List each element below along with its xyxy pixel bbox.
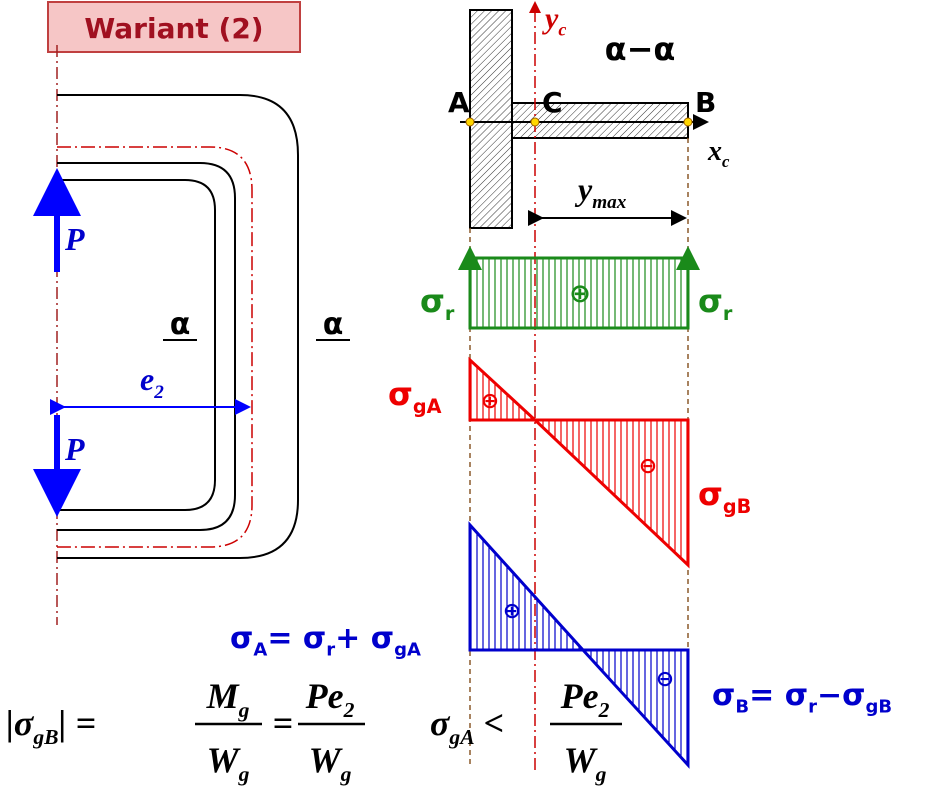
section-title: α−α bbox=[605, 30, 676, 68]
text-part: W bbox=[207, 740, 242, 780]
point-label: C bbox=[542, 86, 563, 119]
formulas: |σgB​| = Mg​ Wg​ = Pe2​ Wg​ σgA​ < Pe2​ … bbox=[6, 676, 622, 786]
title: Wariant (2) bbox=[84, 12, 263, 45]
text-part: | = bbox=[59, 703, 96, 743]
point-label: A bbox=[448, 86, 470, 119]
subscript: g bbox=[340, 762, 352, 786]
subscript: gB bbox=[723, 495, 751, 518]
section-mark: α bbox=[170, 307, 191, 342]
subscript: gA bbox=[413, 395, 442, 418]
text-part: Pe bbox=[305, 676, 344, 716]
eccentricity-label: e2​ bbox=[140, 361, 164, 403]
bending-triangle bbox=[470, 360, 535, 420]
formula-operator: = bbox=[273, 703, 294, 743]
text-part: e bbox=[140, 361, 154, 397]
text-part: |σ bbox=[6, 703, 35, 743]
sign: ⊖ bbox=[656, 667, 674, 692]
frame-drawing bbox=[57, 45, 350, 625]
text-part: σ bbox=[712, 678, 735, 713]
subscript: 2 bbox=[343, 698, 355, 722]
text-part: −σ bbox=[817, 678, 866, 713]
text-part: W bbox=[309, 740, 344, 780]
text-part: σ bbox=[430, 703, 451, 743]
text-part: W bbox=[564, 740, 599, 780]
force-label: P bbox=[64, 221, 85, 257]
numerator: Pe2​ bbox=[560, 676, 610, 722]
subscript: r bbox=[723, 302, 733, 325]
stress-label: σr​ bbox=[698, 282, 733, 325]
title-box: Wariant (2) bbox=[48, 2, 300, 52]
point bbox=[531, 118, 539, 126]
stress-label: σgB​ bbox=[698, 475, 751, 518]
subscript: 2 bbox=[153, 382, 164, 403]
subscript: r bbox=[326, 640, 335, 661]
dimension-label: ymax​ bbox=[574, 171, 627, 213]
point-label: B bbox=[695, 86, 716, 119]
text-part: < bbox=[475, 703, 505, 743]
text-part: σ bbox=[698, 282, 723, 320]
denominator: Wg​ bbox=[207, 740, 250, 786]
text-part: y bbox=[542, 2, 559, 35]
text-part: σ bbox=[698, 475, 723, 513]
denominator: Wg​ bbox=[309, 740, 352, 786]
text-part: σ bbox=[420, 282, 445, 320]
subscript: gA bbox=[448, 725, 474, 749]
combined-triangle bbox=[470, 525, 583, 650]
formula-lhs: |σgB​| = bbox=[6, 703, 96, 749]
stress-label: σr​ bbox=[420, 282, 455, 325]
inner-edge bbox=[57, 163, 235, 530]
force-label: P bbox=[64, 431, 85, 467]
denominator: Wg​ bbox=[564, 740, 607, 786]
sign: ⊕ bbox=[569, 279, 591, 309]
flange bbox=[470, 10, 512, 228]
section-mark: α bbox=[323, 307, 344, 342]
point bbox=[466, 118, 474, 126]
diagram: Wariant (2) P P α α e2​ α−α yc​ xc​ A C … bbox=[0, 0, 929, 805]
subscript: g bbox=[238, 762, 250, 786]
subscript: gB bbox=[32, 725, 58, 749]
bending-triangle bbox=[535, 420, 688, 565]
text-part: Pe bbox=[560, 676, 599, 716]
text-part: y bbox=[574, 171, 593, 207]
subscript: r bbox=[808, 697, 817, 718]
subscript: g bbox=[595, 762, 607, 786]
subscript: r bbox=[445, 302, 455, 325]
sign: ⊕ bbox=[503, 599, 521, 624]
subscript: c bbox=[558, 20, 566, 40]
subscript: A bbox=[253, 640, 267, 661]
subscript: B bbox=[735, 697, 749, 718]
subscript: gA bbox=[394, 640, 421, 661]
text-part: = σ bbox=[749, 678, 808, 713]
text-part: x bbox=[707, 136, 722, 167]
subscript: 2 bbox=[598, 698, 610, 722]
point bbox=[684, 118, 692, 126]
subscript: gB bbox=[865, 697, 892, 718]
formula-lhs: σgA​ < bbox=[430, 703, 504, 749]
subscript: max bbox=[592, 192, 627, 213]
stress-label: σA​= σr​+ σgA​ bbox=[230, 621, 421, 661]
subscript: g bbox=[238, 698, 250, 722]
sign: ⊖ bbox=[639, 454, 657, 479]
sign: ⊕ bbox=[481, 389, 499, 414]
text-part: + σ bbox=[335, 621, 394, 656]
center-line bbox=[57, 147, 252, 547]
subscript: c bbox=[722, 152, 730, 171]
y-axis-label: yc​ bbox=[542, 2, 566, 40]
stress-label: σgA​ bbox=[388, 375, 442, 418]
text-part: σ bbox=[388, 375, 413, 413]
numerator: Pe2​ bbox=[305, 676, 355, 722]
text-part: = σ bbox=[267, 621, 326, 656]
numerator: Mg​ bbox=[206, 676, 250, 722]
x-axis-label: xc​ bbox=[707, 136, 730, 171]
text-part: σ bbox=[230, 621, 253, 656]
stress-label: σB​= σr​−σgB​ bbox=[712, 678, 892, 718]
text-part: M bbox=[206, 676, 241, 716]
